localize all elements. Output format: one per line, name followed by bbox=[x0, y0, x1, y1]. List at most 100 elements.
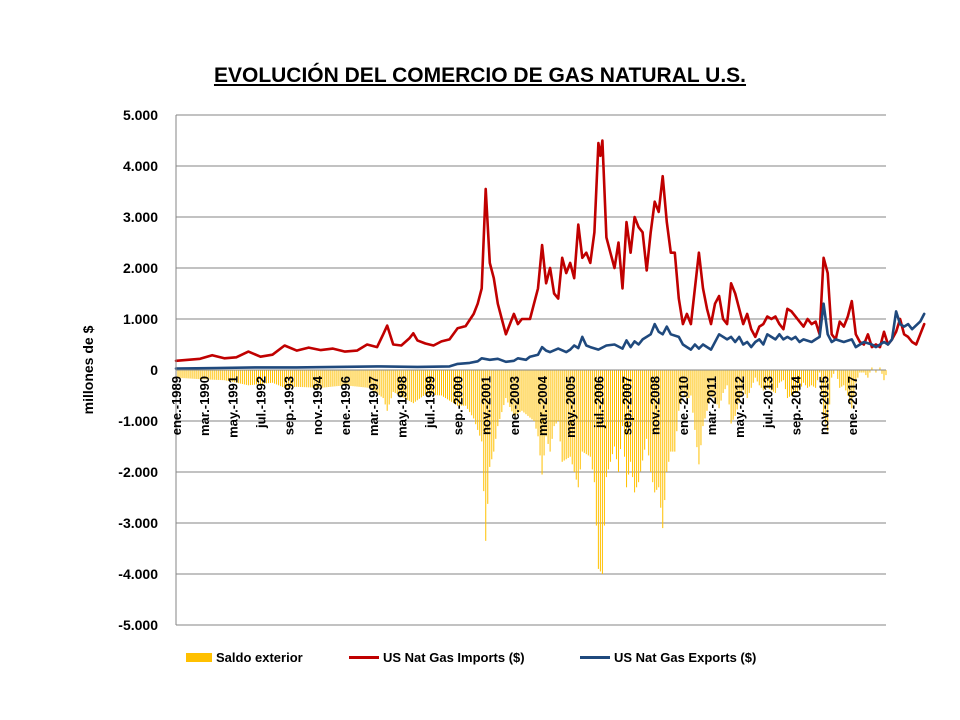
balance-bar bbox=[686, 370, 688, 401]
balance-bar bbox=[640, 370, 642, 472]
balance-bar bbox=[730, 370, 732, 424]
balance-bar bbox=[517, 370, 519, 414]
balance-bar bbox=[447, 370, 449, 400]
balance-bar bbox=[215, 370, 217, 380]
balance-bar bbox=[565, 370, 567, 460]
balance-bar bbox=[847, 370, 849, 396]
balance-bar bbox=[342, 370, 344, 386]
balance-bar bbox=[352, 370, 354, 387]
legend-swatch-balance bbox=[186, 653, 212, 662]
balance-bar bbox=[440, 370, 442, 396]
balance-bar bbox=[463, 370, 465, 406]
y-tick-label: 4.000 bbox=[123, 158, 158, 174]
balance-bar bbox=[187, 370, 189, 379]
balance-bar bbox=[634, 370, 636, 493]
balance-bar bbox=[388, 370, 390, 405]
balance-bar bbox=[507, 370, 509, 403]
balance-bar bbox=[515, 370, 517, 415]
balance-bar bbox=[221, 370, 223, 381]
x-tick-label: ene.-2010 bbox=[676, 376, 691, 435]
balance-bar bbox=[817, 370, 819, 381]
balance-bar bbox=[404, 370, 406, 399]
balance-bar bbox=[296, 370, 298, 387]
balance-bar bbox=[501, 370, 503, 413]
balance-bar bbox=[284, 370, 286, 388]
balance-bar bbox=[475, 370, 477, 425]
balance-bar bbox=[199, 370, 201, 380]
balance-bar bbox=[650, 370, 652, 472]
balance-bar bbox=[666, 370, 668, 472]
balance-bar bbox=[819, 370, 821, 373]
balance-bar bbox=[465, 370, 467, 406]
balance-bar bbox=[770, 370, 772, 391]
balance-bar bbox=[525, 370, 527, 415]
balance-bar bbox=[879, 367, 881, 370]
y-tick-label: -4.000 bbox=[118, 566, 158, 582]
y-tick-labels: 5.000 4.000 3.000 2.000 1.000 0 -1.000 -2.000 -3… bbox=[118, 107, 158, 633]
balance-bar bbox=[714, 370, 716, 401]
balance-bar bbox=[620, 370, 622, 450]
balance-bar bbox=[762, 370, 764, 391]
balance-bar bbox=[585, 370, 587, 455]
balance-bar bbox=[561, 370, 563, 462]
balance-bar bbox=[547, 370, 549, 444]
balance-bar bbox=[859, 370, 861, 373]
balance-bar bbox=[408, 370, 410, 401]
legend-item-balance: Saldo exterior bbox=[186, 650, 303, 665]
balance-bar bbox=[432, 370, 434, 395]
balance-bar bbox=[434, 370, 436, 396]
balance-bar bbox=[674, 370, 676, 452]
balance-bar bbox=[519, 370, 521, 413]
balance-bar bbox=[670, 370, 672, 452]
balance-bar bbox=[700, 370, 702, 446]
balance-bar bbox=[193, 370, 195, 379]
balance-bar bbox=[306, 370, 308, 388]
balance-bar bbox=[241, 370, 243, 385]
balance-bar bbox=[865, 370, 867, 376]
balance-bar bbox=[366, 370, 368, 388]
balance-bar bbox=[378, 370, 380, 396]
balance-bar bbox=[774, 370, 776, 393]
balance-bar bbox=[652, 370, 654, 483]
y-tick-label: 0 bbox=[150, 362, 158, 378]
balance-bar bbox=[672, 370, 674, 452]
balance-bar bbox=[229, 370, 231, 382]
balance-bar bbox=[223, 370, 225, 381]
balance-bar bbox=[445, 370, 447, 399]
balance-bar bbox=[539, 370, 541, 456]
balance-bar bbox=[370, 370, 372, 390]
x-tick-label: jul.-1999 bbox=[422, 376, 437, 429]
legend-label-balance: Saldo exterior bbox=[216, 650, 303, 665]
balance-bar bbox=[853, 370, 855, 396]
legend-item-exports: US Nat Gas Exports ($) bbox=[580, 650, 756, 665]
balance-bar bbox=[529, 370, 531, 418]
balance-bar bbox=[459, 370, 461, 406]
balance-bar bbox=[227, 370, 229, 382]
balance-bar bbox=[251, 370, 253, 385]
balance-bar bbox=[780, 370, 782, 382]
balance-bar bbox=[557, 370, 559, 421]
balance-bar bbox=[247, 370, 249, 386]
balance-bar bbox=[471, 370, 473, 416]
balance-bar bbox=[288, 370, 290, 388]
y-tick-label: 1.000 bbox=[123, 311, 158, 327]
balance-bar bbox=[809, 370, 811, 387]
balance-bar bbox=[784, 370, 786, 390]
balance-bar bbox=[270, 370, 272, 383]
balance-bar bbox=[320, 370, 322, 388]
balance-bar bbox=[790, 370, 792, 396]
balance-bar bbox=[710, 370, 712, 396]
balance-bar bbox=[678, 370, 680, 411]
balance-bar bbox=[237, 370, 239, 384]
balance-bar bbox=[690, 370, 692, 396]
balance-bar bbox=[340, 370, 342, 386]
balance-bar bbox=[841, 370, 843, 387]
balance-bar bbox=[833, 370, 835, 374]
balance-bar bbox=[863, 370, 865, 373]
balance-bar bbox=[756, 370, 758, 382]
balance-bar bbox=[692, 370, 694, 413]
balance-bar bbox=[368, 370, 370, 388]
balance-bar bbox=[571, 370, 573, 465]
balance-bar bbox=[601, 370, 603, 574]
